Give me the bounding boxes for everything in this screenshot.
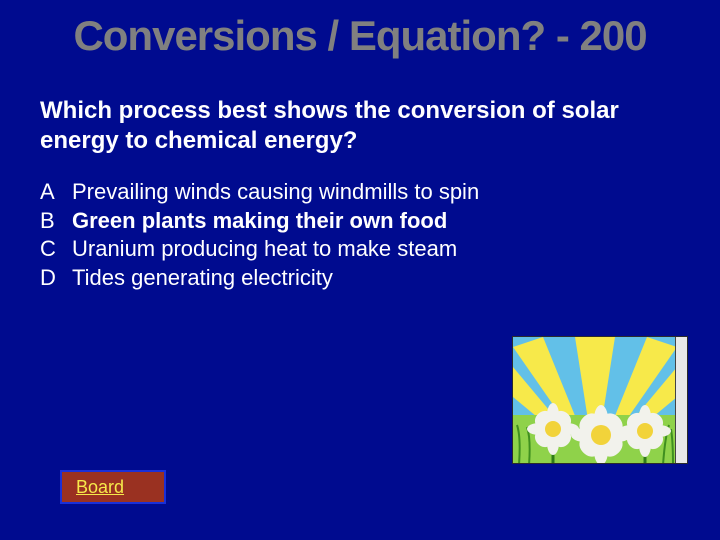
answer-letter: C	[40, 235, 72, 264]
board-button-label: Board	[76, 477, 124, 498]
sun-flowers-svg	[513, 337, 688, 464]
answer-row: A Prevailing winds causing windmills to …	[40, 178, 680, 207]
copyright-strip	[675, 337, 687, 463]
answer-text: Green plants making their own food	[72, 207, 447, 236]
answer-letter: B	[40, 207, 72, 236]
answer-letter: D	[40, 264, 72, 293]
board-button[interactable]: Board	[60, 470, 166, 504]
answer-text: Prevailing winds causing windmills to sp…	[72, 178, 479, 207]
clipart-sun-flowers	[512, 336, 688, 464]
answer-row: D Tides generating electricity	[40, 264, 680, 293]
question-text: Which process best shows the conversion …	[40, 96, 680, 156]
slide-title: Conversions / Equation? - 200	[0, 0, 720, 60]
answer-list: A Prevailing winds causing windmills to …	[40, 178, 680, 292]
answer-row: C Uranium producing heat to make steam	[40, 235, 680, 264]
answer-text: Uranium producing heat to make steam	[72, 235, 457, 264]
answer-row: B Green plants making their own food	[40, 207, 680, 236]
answer-letter: A	[40, 178, 72, 207]
answer-text: Tides generating electricity	[72, 264, 333, 293]
